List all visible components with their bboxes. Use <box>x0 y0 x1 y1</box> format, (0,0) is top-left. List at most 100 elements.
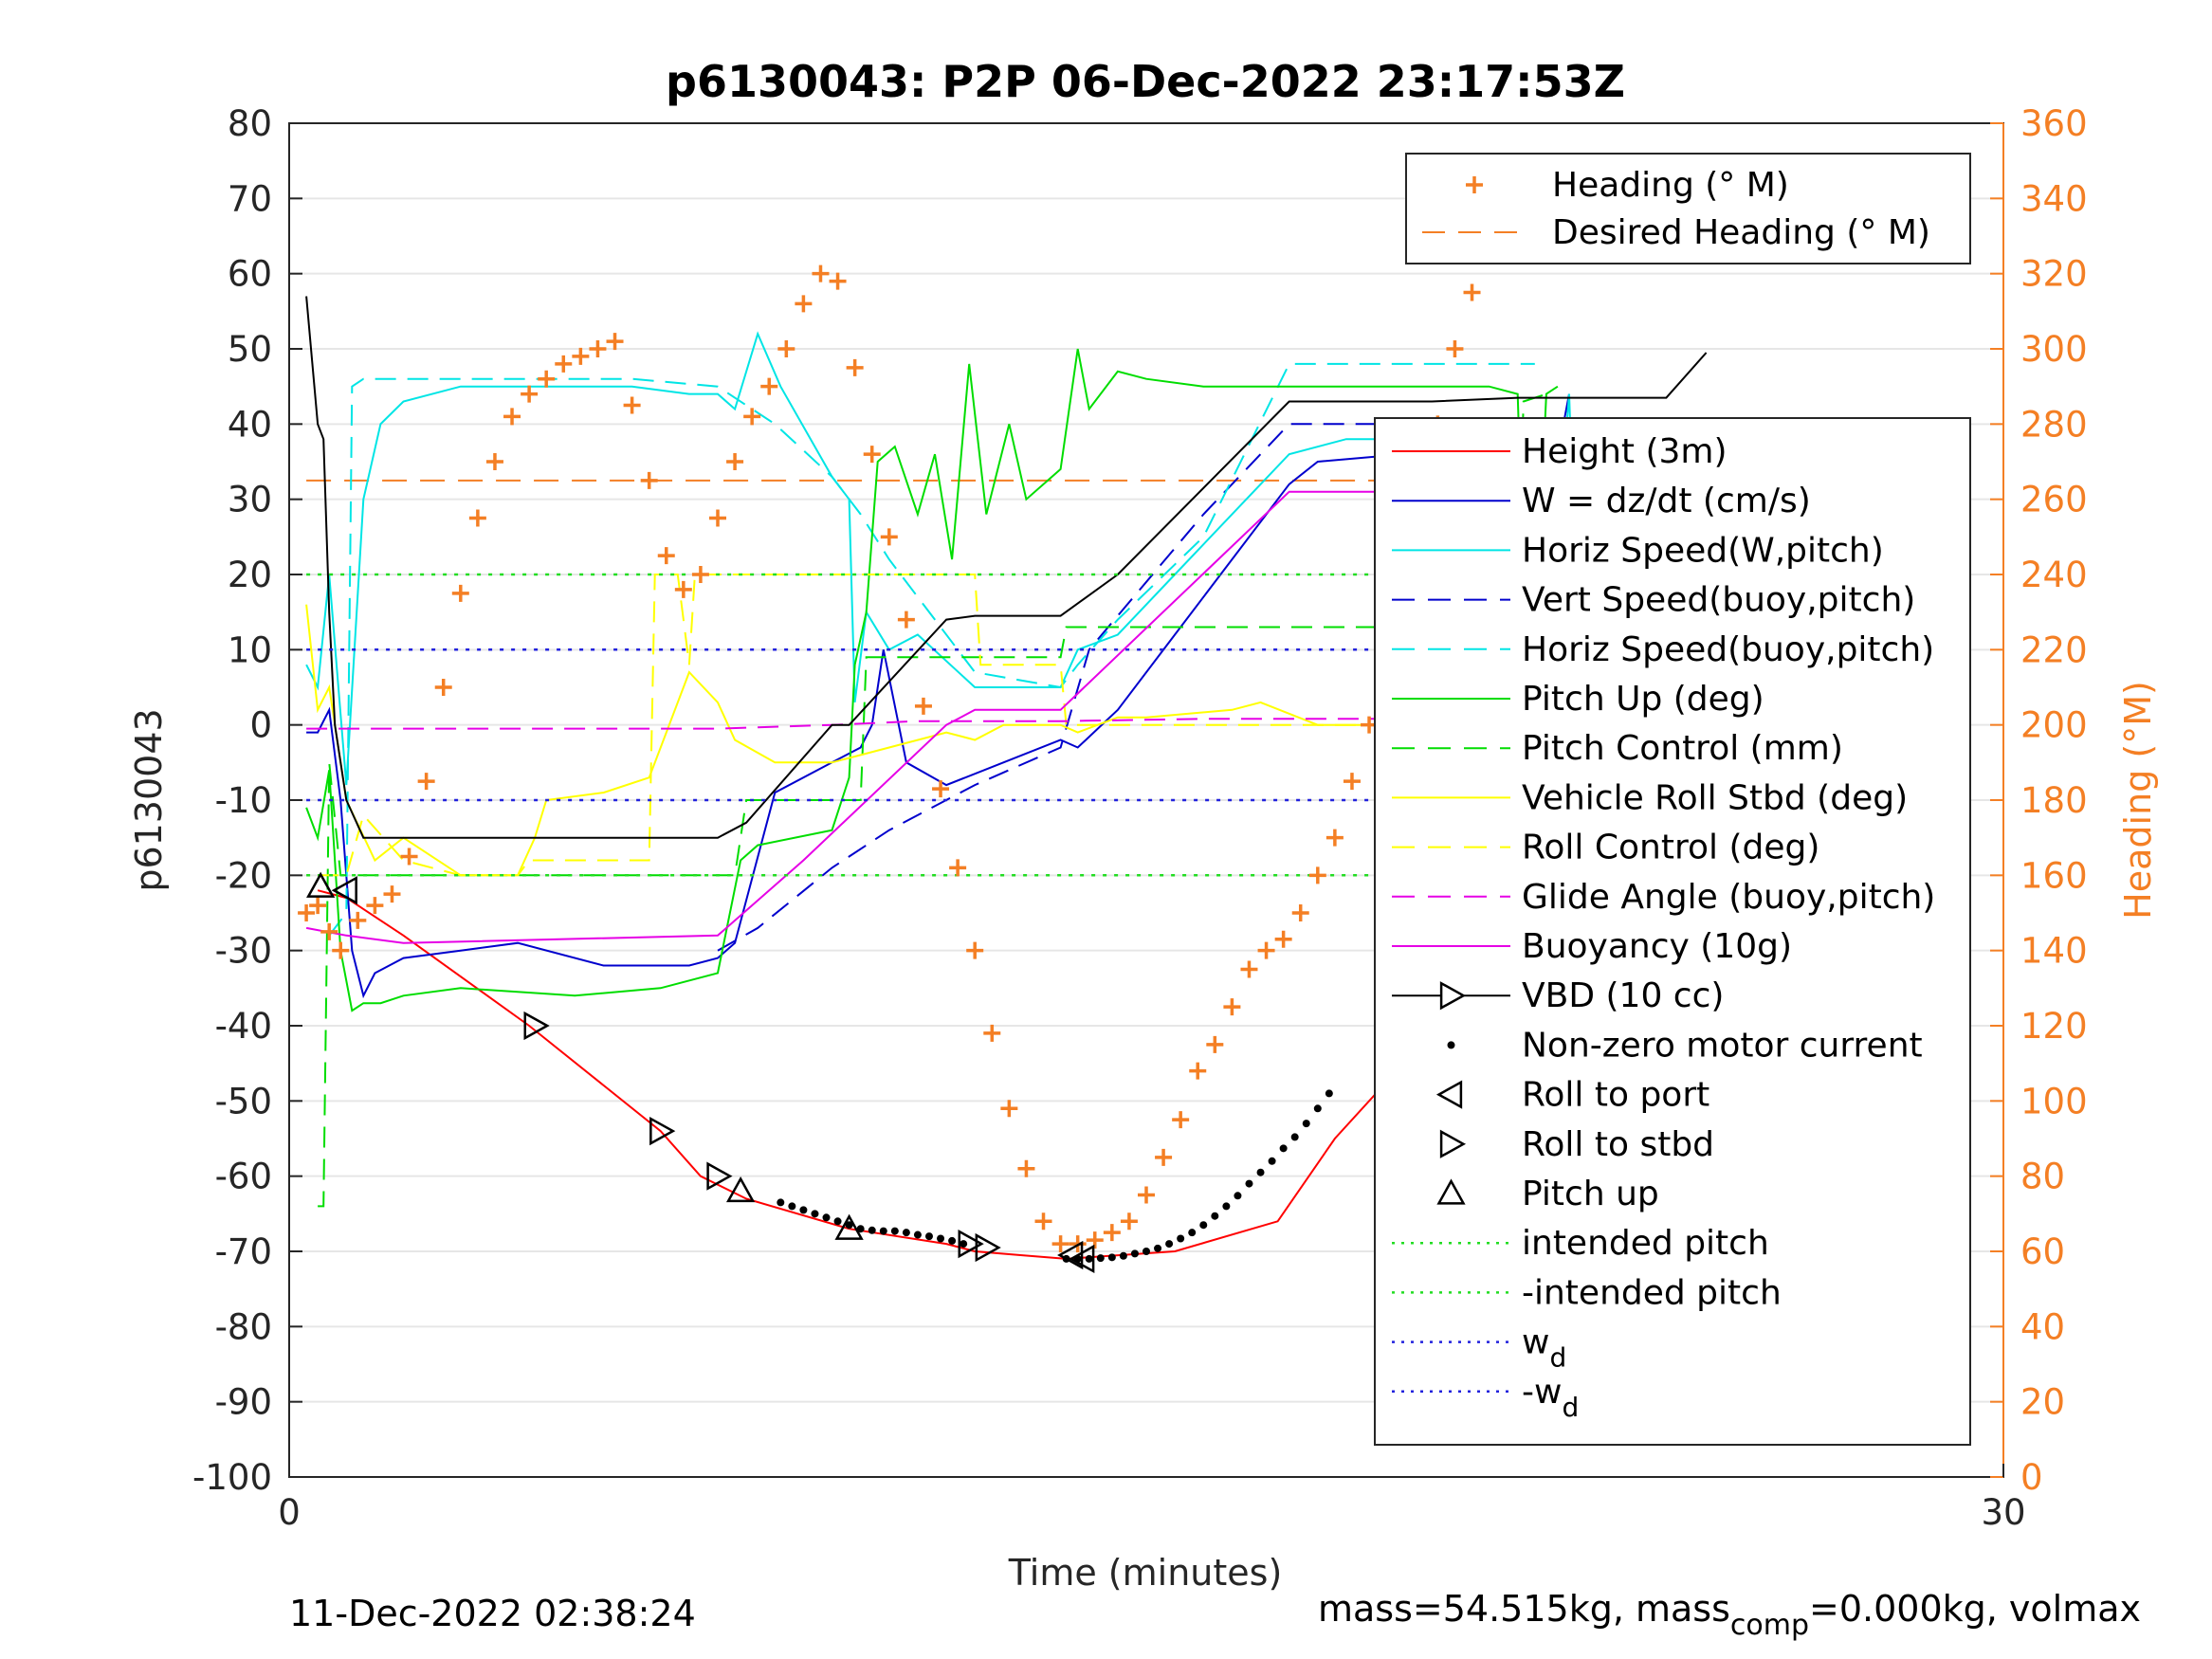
y-tick-label-left: 60 <box>228 254 272 295</box>
motor-dot <box>833 1217 842 1226</box>
legend-heading: Heading (° M) Desired Heading (° M) <box>1405 153 1971 264</box>
legend-label-text: intended pitch <box>1522 1224 1769 1263</box>
heading-point <box>468 509 486 527</box>
heading-point <box>485 453 503 470</box>
heading-point <box>606 333 624 351</box>
motor-dot <box>1177 1234 1185 1243</box>
legend-swatch <box>1447 1041 1455 1049</box>
motor-dot <box>1234 1192 1242 1200</box>
legend-label: wd <box>1522 1323 1566 1374</box>
legend-label-text: VBD (10 cc) <box>1522 976 1724 1015</box>
y-tick-label-right: 220 <box>2020 629 2088 670</box>
legend-label-text: Horiz Speed(W,pitch) <box>1522 531 1884 570</box>
motor-dot <box>1119 1251 1127 1260</box>
footer-timestamp: 11-Dec-2022 02:38:24 <box>289 1593 696 1634</box>
heading-point <box>1257 941 1275 959</box>
heading-point <box>657 547 675 565</box>
legend-label: Buoyancy (10g) <box>1522 927 1792 966</box>
heading-point <box>434 679 452 696</box>
legend-heading-box <box>1405 153 1971 264</box>
heading-point <box>1034 1212 1052 1231</box>
motor-dot <box>777 1198 785 1207</box>
legend-label-text: w <box>1522 1323 1549 1362</box>
heading-point <box>1325 829 1344 847</box>
heading-point <box>309 897 327 915</box>
x-axis-label: Time (minutes) <box>1008 1552 1283 1594</box>
motor-dot <box>924 1232 933 1241</box>
heading-point <box>1274 930 1292 948</box>
legend-label: Roll Control (deg) <box>1522 829 1819 867</box>
heading-point <box>589 340 607 357</box>
heading-point <box>555 355 573 373</box>
y-tick-label-right: 80 <box>2020 1157 2065 1197</box>
y-tick-label-right: 40 <box>2020 1306 2065 1347</box>
event-marker <box>958 1229 984 1259</box>
heading-point <box>1206 1035 1224 1053</box>
legend-main-box <box>1374 417 1971 1446</box>
heading-point <box>966 941 984 959</box>
legend-label: intended pitch <box>1522 1224 1769 1263</box>
legend-label-text: Vert Speed(buoy,pitch) <box>1522 581 1915 620</box>
heading-point <box>503 408 521 426</box>
heading-point <box>1051 1235 1069 1253</box>
legend-label-text: Height (3m) <box>1522 432 1728 471</box>
legend-label: VBD (10 cc) <box>1522 976 1724 1015</box>
legend-label-text: Horiz Speed(buoy,pitch) <box>1522 630 1934 669</box>
heading-point <box>949 859 967 877</box>
motor-dot <box>822 1213 831 1222</box>
y-tick-label-right: 20 <box>2020 1382 2065 1423</box>
series-line <box>328 362 1535 937</box>
legend-swatch-marker <box>1439 981 1467 1011</box>
y-tick-label-right: 240 <box>2020 555 2088 595</box>
series-line <box>717 423 1536 952</box>
y-tick-label-left: -80 <box>215 1306 272 1347</box>
motor-dot <box>890 1227 899 1235</box>
y-tick-label-right: 300 <box>2020 329 2088 370</box>
motor-dot <box>948 1236 957 1245</box>
legend-label-text: Pitch Control (mm) <box>1522 729 1843 768</box>
heading-point <box>795 295 813 313</box>
footer-mass-suffix: =0.000kg, volmax <box>1809 1588 2141 1630</box>
legend-swatch <box>1435 1080 1463 1109</box>
motor-dot <box>845 1221 853 1230</box>
heading-point <box>451 584 469 602</box>
y-tick-label-left: -40 <box>215 1006 272 1047</box>
footer-mass-sub: comp <box>1730 1609 1809 1642</box>
heading-point <box>674 580 692 598</box>
event-marker <box>1057 1240 1084 1270</box>
legend-label: -intended pitch <box>1522 1273 1782 1312</box>
heading-point <box>691 566 709 583</box>
footer-mass-prefix: mass=54.515kg, mass <box>1318 1588 1730 1630</box>
legend-label: Vehicle Roll Stbd (deg) <box>1522 778 1908 817</box>
motor-dot <box>868 1226 876 1234</box>
series-line <box>318 392 1547 1208</box>
legend-label-text: W = dz/dt (cm/s) <box>1522 482 1811 520</box>
x-tick-label: 0 <box>278 1492 301 1533</box>
heading-point <box>1223 998 1241 1016</box>
event-marker <box>331 876 357 905</box>
y-tick-label-right: 120 <box>2020 1006 2088 1047</box>
y-tick-label-left: 40 <box>228 404 272 445</box>
y-axis-left-label: p6130043 <box>128 708 170 891</box>
legend-label: Pitch Up (deg) <box>1522 680 1764 719</box>
heading-point <box>400 848 418 866</box>
motor-dot <box>1130 1249 1139 1258</box>
legend-label: Heading (° M) <box>1552 166 1789 205</box>
y-tick-label-left: 0 <box>249 705 272 746</box>
heading-point <box>932 780 950 798</box>
series-line <box>305 604 1519 877</box>
y-tick-label-right: 340 <box>2020 178 2088 219</box>
legend-label: Horiz Speed(buoy,pitch) <box>1522 630 1934 669</box>
legend-label: Pitch up <box>1522 1175 1659 1213</box>
motor-dot <box>1143 1248 1150 1255</box>
y-tick-label-left: 20 <box>228 555 272 595</box>
heading-point <box>1240 960 1258 978</box>
heading-point <box>1172 1111 1190 1129</box>
heading-point <box>846 358 864 376</box>
footer-mass: mass=54.515kg, masscomp=0.000kg, volmax <box>1318 1588 2141 1642</box>
legend-label-text: Desired Heading (° M) <box>1552 213 1930 252</box>
legend-label: Glide Angle (buoy,pitch) <box>1522 878 1935 917</box>
heading-point <box>1000 1100 1018 1118</box>
legend-label: Horiz Speed(W,pitch) <box>1522 531 1884 570</box>
